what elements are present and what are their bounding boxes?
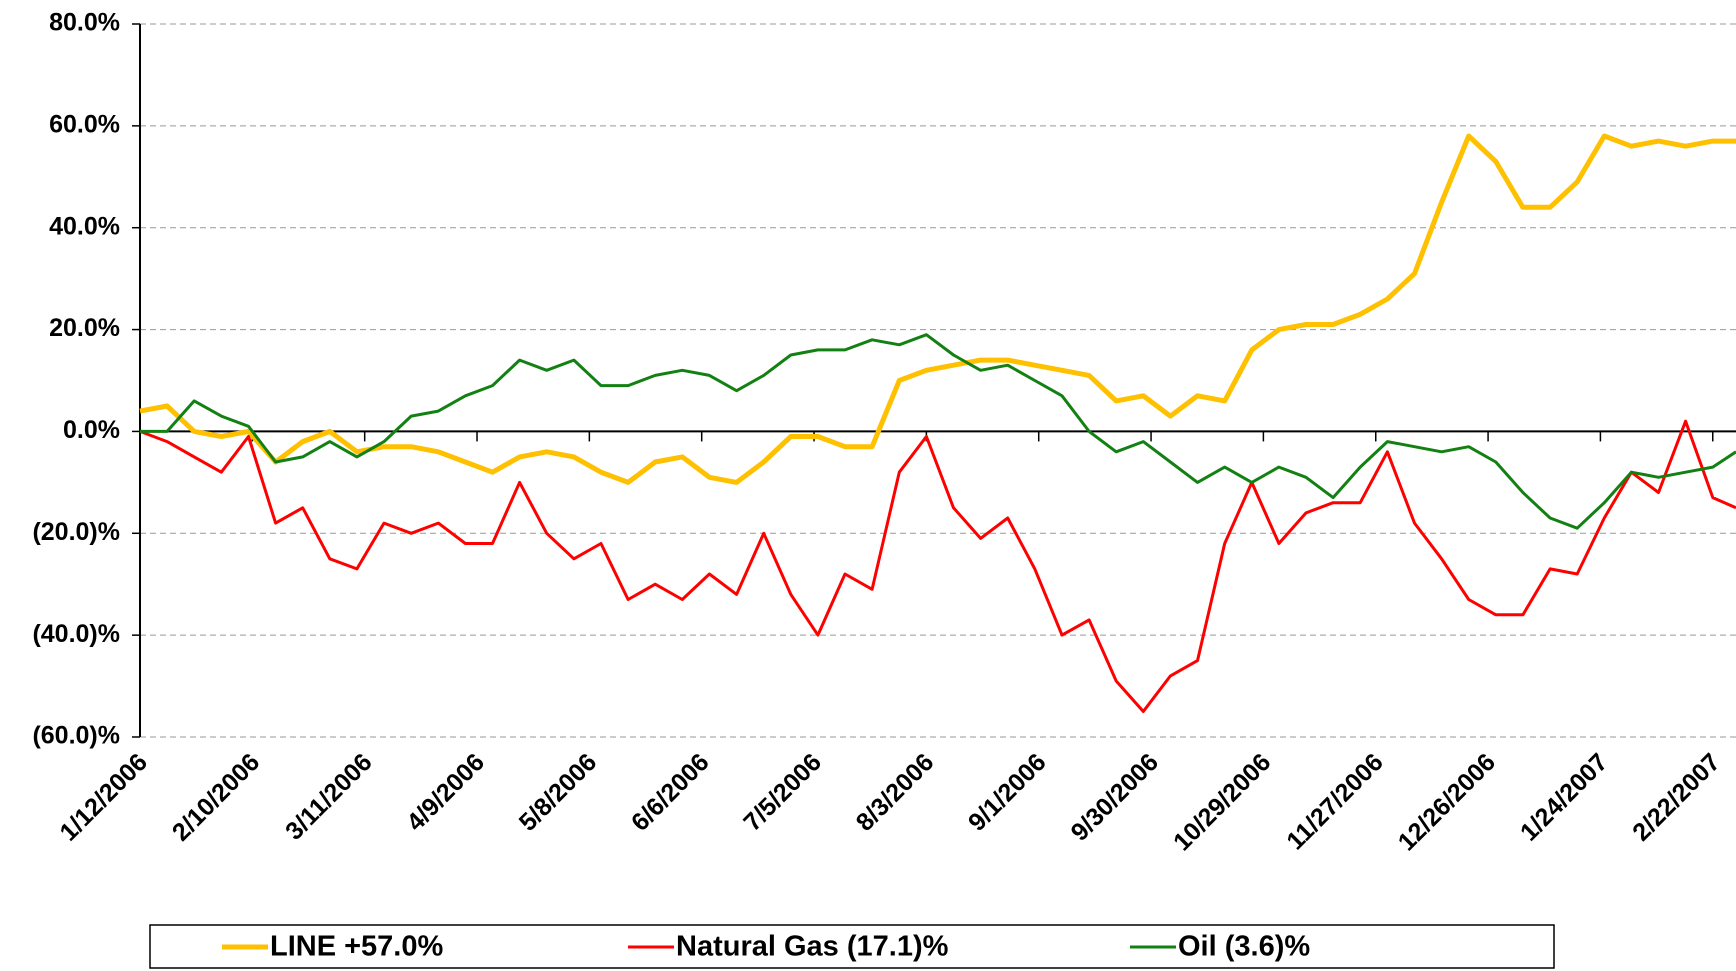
x-tick-label: 12/26/2006 [1393, 748, 1501, 856]
x-tick-label: 11/27/2006 [1281, 748, 1388, 855]
x-tick-label: 10/29/2006 [1168, 748, 1276, 856]
x-tick-label: 5/8/2006 [514, 748, 603, 837]
x-tick-label: 2/10/2006 [167, 748, 265, 846]
series-line [139, 419, 1736, 713]
series-line [140, 333, 1736, 530]
x-tick-label: 9/1/2006 [963, 748, 1052, 837]
legend-label: Oil (3.6)% [1178, 931, 1310, 963]
legend-label: Natural Gas (17.1)% [676, 931, 949, 963]
y-tick-label: 0.0% [63, 416, 120, 444]
series-line [139, 133, 1736, 485]
x-tick-label: 3/11/2006 [280, 748, 377, 845]
x-tick-label: 2/22/2007 [1627, 748, 1725, 846]
y-tick-label: 20.0% [49, 314, 120, 342]
y-tick-label: (40.0)% [32, 620, 120, 648]
y-tick-label: (60.0)% [32, 722, 120, 750]
x-tick-label: 1/24/2007 [1515, 748, 1613, 846]
x-tick-label: 9/30/2006 [1066, 748, 1164, 846]
legend-label: LINE +57.0% [270, 931, 443, 963]
y-tick-label: 40.0% [49, 212, 120, 240]
x-tick-label: 6/6/2006 [626, 748, 715, 837]
x-tick-label: 8/3/2006 [851, 748, 940, 837]
legend-box [149, 924, 1555, 969]
x-tick-label: 7/5/2006 [738, 748, 827, 837]
y-tick-label: 80.0% [49, 9, 120, 37]
y-tick-label: 60.0% [49, 110, 120, 138]
x-tick-label: 1/12/2006 [54, 748, 152, 846]
y-tick-label: (20.0)% [32, 518, 120, 546]
x-tick-label: 4/9/2006 [401, 748, 490, 837]
